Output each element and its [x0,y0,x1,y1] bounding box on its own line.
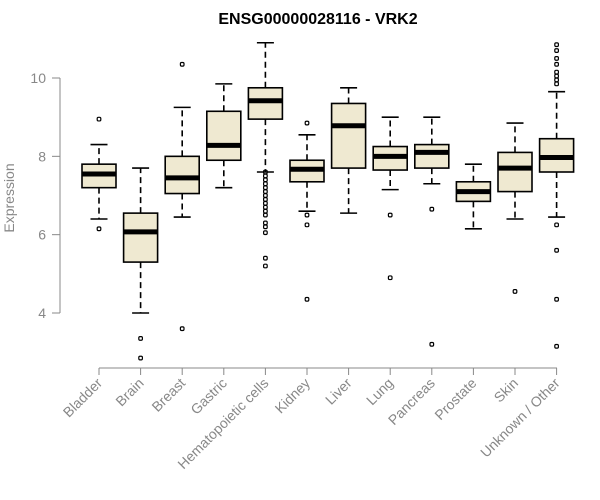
outlier-point [263,173,268,179]
outlier-point [263,197,268,202]
outlier-point [263,200,268,206]
x-tick-label: Kidney [272,375,314,417]
outlier-point [304,212,310,218]
outlier-point [138,336,144,341]
outlier-point [554,247,559,253]
chart-title: ENSG00000028116 - VRK2 [218,11,417,28]
outlier-point [263,263,268,269]
box-group [497,122,533,294]
iqr-box [206,110,242,162]
boxes [81,41,575,361]
box-group [247,41,284,269]
x-tick-label: Liver [322,375,355,408]
iqr-box [330,102,367,169]
outlier-point [554,77,559,83]
outlier-point [429,341,435,347]
outlier-point [304,296,310,302]
outlier-point [554,42,559,48]
outlier-point [554,61,559,67]
outlier-point [263,224,268,230]
x-tick-label: Prostate [431,375,479,423]
outlier-point [554,81,559,87]
x-tick-label: Unknown / Other [477,375,563,461]
outlier-point [387,212,393,218]
outlier-point [263,255,268,261]
box-group [330,86,367,214]
box-group [538,42,575,349]
outlier-point [554,56,559,61]
outlier-point [263,193,268,198]
x-tick-label: Bladder [60,375,106,421]
outlier-point [263,181,268,187]
outlier-point [263,204,268,210]
outlier-point [263,185,268,191]
outlier-point [512,289,518,294]
x-tick-label: Breast [148,375,188,415]
outlier-point [263,230,268,236]
y-tick-label: 10 [30,70,46,86]
outlier-point [304,222,310,228]
outlier-point [554,296,559,302]
outlier-point [263,208,268,214]
outlier-point [179,61,185,67]
box-group [122,167,159,361]
x-tick-label: Lung [363,375,396,408]
y-tick-label: 8 [38,148,46,164]
box-group [289,120,325,302]
outlier-point [554,222,559,228]
outlier-point [263,177,268,183]
box-group [206,83,242,189]
y-tick-label: 4 [38,305,46,321]
box-group [413,116,450,347]
outlier-point [554,69,559,75]
iqr-box [164,155,200,195]
outlier-point [429,206,435,212]
outlier-point [96,226,102,232]
y-axis-label: Expression [1,163,17,232]
outlier-point [554,343,559,349]
outlier-point [554,48,559,53]
box-group [81,116,117,232]
outlier-point [96,116,102,122]
outlier-point [263,212,268,218]
iqr-box [122,212,159,263]
box-group [372,116,409,281]
box-group [455,163,492,230]
y-ticks: 4 6 8 10 [30,70,60,321]
y-tick-label: 6 [38,227,46,243]
outlier-point [554,73,559,79]
outlier-point [263,220,268,226]
x-tick-label: Skin [491,375,522,406]
outlier-point [138,355,144,361]
x-tick-label: Brain [112,375,146,409]
iqr-box [497,151,533,193]
iqr-box [413,143,450,169]
outlier-point [387,275,393,281]
outlier-point [304,120,310,126]
outlier-point [179,326,185,332]
iqr-box [247,86,284,120]
outlier-point [263,189,268,194]
box-group [164,61,200,332]
